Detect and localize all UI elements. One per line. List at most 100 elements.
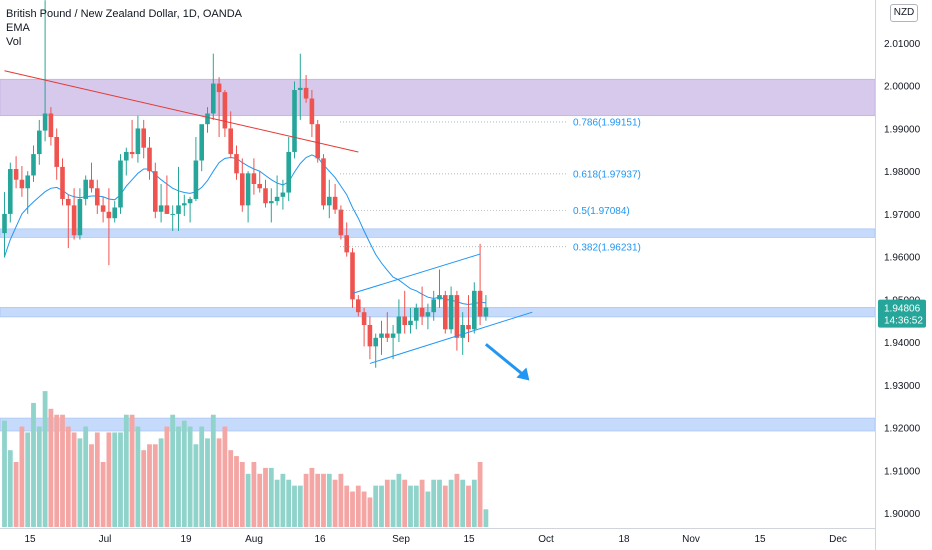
candle-body [89,179,94,189]
ema-indicator-label[interactable]: EMA [6,22,30,34]
volume-bar [42,391,48,527]
volume-bar [187,426,193,527]
time-tick-label: Aug [245,534,263,545]
candle-body [460,325,465,338]
price-tick-label: 1.98000 [884,167,921,178]
candle-body [396,316,402,334]
candle-body [286,151,291,193]
candle-body [443,295,448,330]
volume-bar [419,479,425,527]
candle-body [338,209,344,236]
candle-body [477,290,483,317]
volume-bar [280,473,286,527]
price-tick-label: 1.96000 [884,253,921,264]
volume-bar [425,491,431,527]
volume-bar [123,414,129,527]
volume-bar [460,479,466,527]
candle-body [332,196,338,210]
volume-bar [321,473,326,527]
volume-bar [454,473,460,527]
zone-zone-1.948 [0,307,876,318]
volume-bar [112,432,118,527]
volume-bar [350,491,355,527]
volume-bar [315,473,321,527]
volume-bar [268,467,274,527]
channel-upper-line [352,253,481,294]
volume-bar [193,444,199,527]
volume-bar [477,462,483,527]
candle-body [2,213,7,234]
volume-bar [2,420,7,527]
candle-body [373,337,378,347]
candle-body [466,325,471,330]
candle-body [187,198,193,204]
volume-bar [483,509,489,527]
candle-body [106,211,112,219]
candle-body [205,113,210,125]
time-tick-label: Nov [682,534,700,545]
candle-body [158,205,164,212]
candle-body [251,173,257,184]
volume-bar [390,479,396,527]
volume-bar [471,479,477,527]
price-tick-label: 1.97000 [884,210,921,221]
price-tick-label: 1.99000 [884,124,921,135]
volume-bar [442,485,448,527]
volume-bar [245,473,251,527]
time-tick-label: Jul [99,534,112,545]
volume-bar [373,485,379,527]
volume-bar [94,432,100,527]
volume-bar [466,485,471,527]
candle-body [199,124,204,161]
currency-badge[interactable]: NZD [890,4,918,22]
time-tick-label: 15 [463,534,475,545]
volume-bar [286,479,292,527]
price-tick-label: 2.01000 [884,39,921,50]
volume-bar [263,467,268,527]
candle-body [211,83,216,114]
descending-trendline [4,70,359,153]
candle-body [385,333,390,338]
time-tick-label: 16 [314,534,326,545]
volume-bar [135,426,141,527]
volume-bar [297,485,303,527]
candle-body [269,201,274,204]
volume-bar [106,432,112,527]
candle-body [13,169,19,180]
price-tick-label: 2.00000 [884,82,921,93]
candle-body [8,169,13,214]
channel-lower-line [369,311,533,364]
volume-bar [54,414,60,527]
candle-body [77,198,83,236]
current-price-tag [878,299,926,328]
time-tick-label: 19 [180,534,192,545]
volume-bar [164,426,170,527]
candle-body [257,184,262,189]
candle-body [379,333,384,338]
zone-zone-1.966 [0,228,876,238]
volume-bar [210,414,216,527]
projection-arrow-head [516,367,530,381]
volume-bar [303,473,309,527]
time-tick-label: 18 [618,534,630,545]
volume-bar [384,479,390,527]
candle-body [193,160,199,199]
volume-bar [25,432,31,527]
volume-bar [36,426,42,527]
volume-bar [344,485,350,527]
volume-bar [379,485,384,527]
volume-bar [83,426,89,527]
volume-bar [408,485,413,527]
volume-bar [100,462,106,527]
candle-body [425,312,431,317]
volume-bar [216,438,222,527]
volume-bar [437,479,442,527]
volume-indicator-label[interactable]: Vol [6,36,22,48]
volume-bar [147,444,152,527]
price-tick-label: 1.94000 [884,338,921,349]
volume-bar [48,408,54,527]
candle-body [176,205,181,214]
volume-bar [309,467,315,527]
